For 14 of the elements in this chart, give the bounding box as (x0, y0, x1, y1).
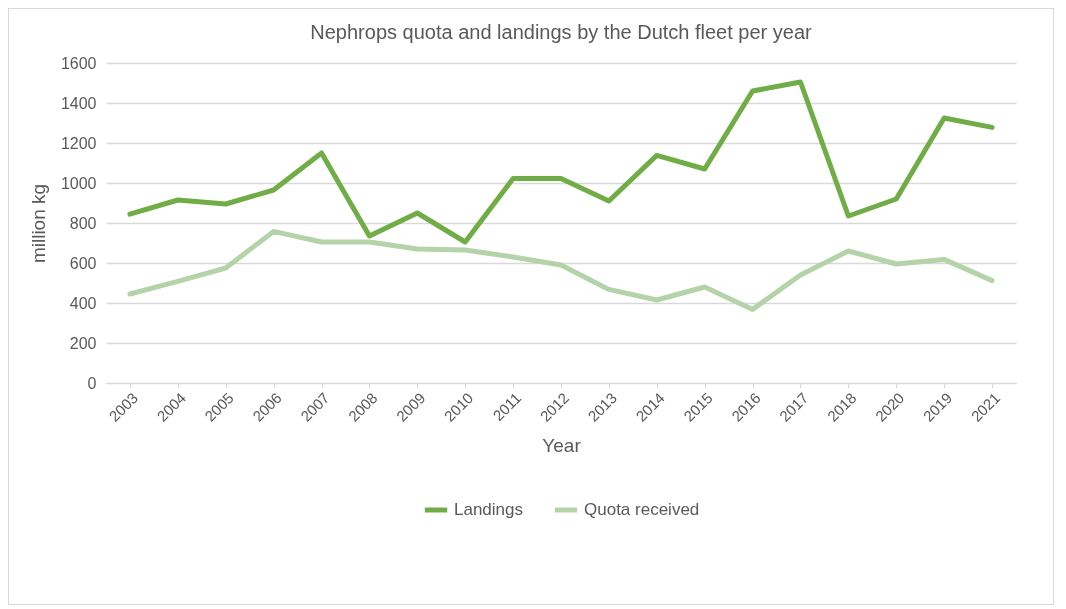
x-axis-title: Year (542, 434, 582, 456)
chart-title: Nephrops quota and landings by the Dutch fleet per year (310, 21, 813, 43)
y-tick-label: 600 (69, 254, 97, 272)
y-tick-label: 200 (69, 334, 97, 352)
y-tick-label: 1000 (60, 174, 97, 192)
y-tick-label: 1600 (60, 54, 97, 72)
y-tick-label: 1200 (60, 134, 97, 152)
y-axis-title: million kg (27, 183, 49, 264)
legend-label: Landings (454, 500, 524, 519)
y-tick-label: 0 (87, 374, 97, 392)
legend-label: Quota received (584, 500, 700, 519)
y-tick-label: 800 (69, 214, 97, 232)
y-tick-label: 1400 (60, 94, 97, 112)
y-tick-label: 400 (69, 294, 97, 312)
